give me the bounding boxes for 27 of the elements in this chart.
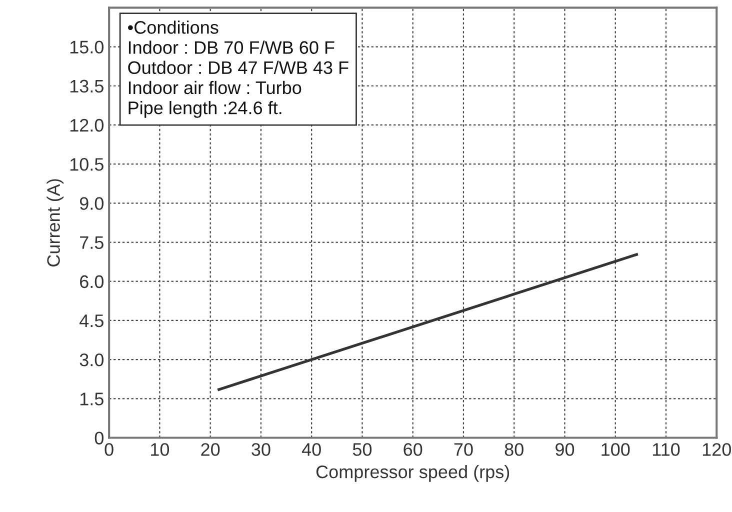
y-tick-label: 1.5 [80, 392, 104, 406]
x-tick-label: 50 [352, 443, 372, 456]
y-tick-label: 7.5 [80, 236, 104, 249]
x-tick-label: 30 [252, 443, 270, 456]
x-tick-label: 0 [104, 443, 114, 456]
x-tick-label: 120 [702, 443, 731, 456]
y-tick-label: 6.0 [80, 275, 104, 288]
x-tick-label: 80 [504, 443, 524, 456]
y-tick-label: 3.0 [80, 354, 104, 366]
x-axis-title: Compressor speed (rps) [316, 465, 510, 482]
y-tick-label: 12.0 [70, 118, 104, 132]
y-tick-label: 9.0 [80, 197, 104, 210]
x-tick-label: 40 [302, 443, 321, 456]
x-tick-label: 10 [151, 443, 170, 456]
x-tick-label: 20 [201, 443, 220, 456]
x-tick-label: 60 [404, 443, 422, 456]
y-tick-label: 13.5 [70, 80, 104, 93]
y-tick-label: 15.0 [70, 40, 104, 54]
x-tick-label: 90 [556, 443, 574, 456]
y-tick-label: 0 [94, 432, 104, 444]
y-axis-title: Current (A) [46, 179, 64, 266]
x-tick-label: 110 [652, 443, 680, 456]
y-tick-label: 10.5 [70, 158, 104, 171]
x-tick-label: 70 [454, 443, 473, 456]
annotation: •Conditions Indoor : DB 70 F/WB 60 F Outdoor : DB 47 F/WB 43 F Indoor air flow : Turbo Pipe length :24.6 ft. [128, 20, 348, 118]
x-tick-label: 100 [602, 443, 630, 456]
y-tick-label: 4.5 [80, 314, 104, 328]
